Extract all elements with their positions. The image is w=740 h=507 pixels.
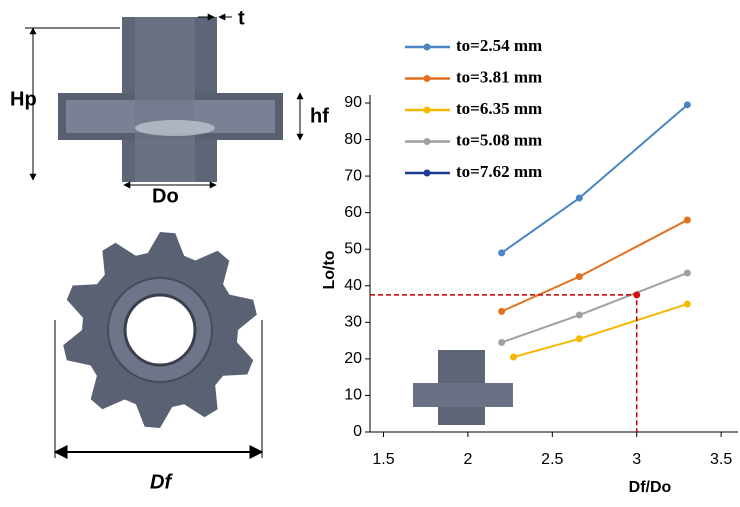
point: [683, 300, 691, 308]
hp-label: Hp: [10, 88, 37, 110]
gear-drawing: Df: [53, 232, 264, 493]
x-tick-label: 1.5: [372, 451, 394, 468]
legend-marker: [423, 75, 431, 82]
y-tick-label: 30: [344, 314, 362, 331]
point: [575, 335, 583, 343]
part-drawing: t Hp hf Do: [10, 7, 329, 207]
legend-label: to=3.81 mm: [456, 67, 542, 86]
point: [683, 216, 691, 224]
y-tick-label: 50: [344, 240, 362, 257]
x-tick-label: 3.5: [710, 451, 732, 468]
bore: [123, 293, 197, 367]
legend-label: to=5.08 mm: [456, 130, 542, 149]
point: [575, 194, 583, 202]
x-tick-label: 2.5: [541, 451, 563, 468]
point: [509, 353, 517, 361]
inset-flange: [413, 383, 513, 407]
y-tick-label: 90: [344, 94, 362, 111]
point: [498, 338, 506, 346]
x-tick-label: 3: [632, 451, 641, 468]
highlight: [135, 120, 215, 136]
y-tick-label: 20: [344, 350, 362, 367]
inset: [413, 350, 513, 425]
legend-label: to=2.54 mm: [456, 36, 542, 55]
do-label: Do: [152, 185, 179, 207]
point: [498, 249, 506, 257]
legend-marker: [423, 43, 431, 51]
x-tick-label: 2: [463, 451, 472, 468]
y-tick-label: 70: [344, 167, 362, 184]
legend-label: to=7.62 mm: [456, 162, 542, 181]
point: [575, 273, 583, 281]
y-tick-label: 40: [344, 277, 362, 294]
y-tick-label: 0: [353, 423, 362, 440]
point: [683, 101, 691, 109]
y-tick-label: 80: [344, 131, 362, 148]
y-axis-label: Lo/to: [321, 250, 338, 289]
legend-marker: [423, 106, 431, 114]
legend-marker: [423, 169, 431, 177]
x-axis-label: Df/Do: [629, 479, 672, 496]
series-line: [513, 303, 688, 359]
legend-label: to=6.35 mm: [456, 99, 542, 118]
legend-marker: [423, 138, 431, 145]
y-tick-label: 10: [344, 387, 362, 404]
point: [575, 311, 583, 319]
y-tick-label: 60: [344, 204, 362, 221]
tube-shade: [135, 17, 195, 182]
point: [683, 269, 691, 277]
guide-line: [370, 294, 638, 432]
point: [633, 291, 641, 299]
hf-label: hf: [310, 105, 329, 127]
point: [498, 307, 506, 315]
df-label: Df: [150, 471, 173, 493]
series-line: [501, 272, 688, 344]
t-label: t: [238, 7, 245, 29]
